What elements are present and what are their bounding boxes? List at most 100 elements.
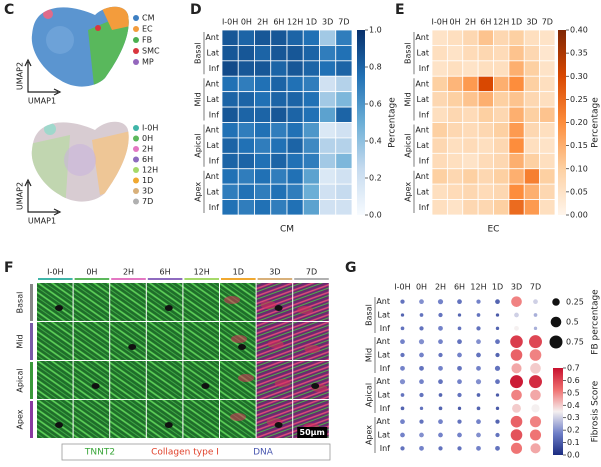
column-label: 0H bbox=[416, 283, 427, 292]
heatmap-cell bbox=[302, 199, 320, 216]
heatmap-cell bbox=[508, 75, 525, 93]
dot bbox=[495, 299, 500, 305]
row-label: Lat bbox=[207, 141, 220, 150]
dot bbox=[495, 313, 500, 317]
column-color-bar bbox=[184, 278, 219, 280]
column-label: 6H bbox=[454, 283, 465, 292]
stain-label: TNNT2 bbox=[84, 448, 115, 458]
row-label: Ant bbox=[205, 79, 219, 88]
heatmap-cell bbox=[508, 137, 525, 154]
micrograph-collagen bbox=[297, 306, 314, 314]
dot bbox=[457, 352, 462, 358]
size-legend-title: FB percentage bbox=[591, 289, 601, 355]
heatmap-cell bbox=[237, 137, 255, 154]
row-label: Inf bbox=[419, 157, 429, 166]
heatmap-cell bbox=[335, 183, 353, 200]
heatmap-cell bbox=[221, 199, 239, 216]
dot bbox=[511, 389, 522, 401]
row-color-bar bbox=[30, 362, 33, 399]
dot bbox=[438, 352, 443, 358]
panel-letter: E bbox=[395, 2, 405, 18]
heatmap-cell bbox=[446, 29, 464, 46]
micrograph bbox=[73, 322, 110, 360]
stain-legend-box bbox=[61, 443, 331, 461]
legend-label: 1D bbox=[142, 176, 153, 185]
dot bbox=[457, 446, 462, 451]
heatmap-cell bbox=[493, 122, 510, 139]
column-label: 1D bbox=[511, 18, 522, 27]
dot bbox=[419, 392, 424, 398]
heatmap-cell bbox=[493, 29, 510, 46]
micrograph-lumen bbox=[91, 383, 100, 389]
row-label: Inf bbox=[419, 64, 429, 73]
dot bbox=[476, 339, 481, 345]
dot bbox=[438, 339, 443, 345]
legend-marker bbox=[133, 48, 139, 54]
column-label: 0H bbox=[450, 18, 461, 27]
legend-label: 6H bbox=[142, 155, 153, 164]
dot bbox=[400, 326, 405, 331]
dot bbox=[457, 326, 462, 331]
dot bbox=[476, 419, 481, 425]
column-label: 0H bbox=[86, 268, 97, 277]
row-label: Inf bbox=[380, 404, 390, 413]
row-label: Ant bbox=[205, 172, 219, 181]
micrograph-lumen bbox=[164, 305, 173, 311]
heatmap-cell bbox=[446, 75, 464, 93]
legend-label: 3D bbox=[142, 187, 153, 196]
colorbar-tick-label: 0.35 bbox=[570, 49, 588, 58]
heatmap-cell bbox=[523, 106, 541, 123]
heatmap-cell bbox=[302, 152, 320, 170]
row-label: Ant bbox=[205, 33, 219, 42]
group-label: Apex bbox=[404, 182, 413, 202]
heatmap-cell bbox=[286, 75, 304, 93]
colorbar-label: Fibrosis Score bbox=[591, 380, 601, 442]
heatmap-cell bbox=[254, 75, 272, 93]
heatmap-cell bbox=[446, 137, 464, 154]
row-label: Ant bbox=[415, 79, 429, 88]
group-label: Basal bbox=[404, 42, 413, 64]
legend-marker bbox=[133, 125, 139, 131]
axis-label: UMAP2 bbox=[16, 182, 25, 210]
legend-label: SMC bbox=[142, 47, 160, 56]
heatmap-cell bbox=[446, 45, 464, 62]
colorbar-tick-label: 0.05 bbox=[570, 187, 588, 196]
micrograph-lumen bbox=[55, 305, 63, 311]
row-label: Inf bbox=[209, 110, 219, 119]
dot bbox=[530, 443, 541, 454]
micrograph bbox=[146, 283, 183, 321]
size-legend-label: 0.25 bbox=[566, 298, 584, 307]
heatmap-cell bbox=[319, 60, 337, 77]
dot bbox=[476, 393, 481, 397]
micrograph bbox=[73, 361, 110, 399]
dot bbox=[476, 445, 481, 451]
column-label: 3D bbox=[511, 283, 522, 292]
micrograph bbox=[37, 283, 73, 321]
legend-marker bbox=[133, 37, 139, 43]
micrograph-lumen bbox=[311, 383, 320, 389]
heatmap-cell bbox=[523, 137, 541, 154]
heatmap-cell bbox=[462, 137, 479, 154]
dot bbox=[476, 313, 481, 317]
row-label: Ant bbox=[376, 297, 390, 306]
column-label: I-0H bbox=[394, 283, 410, 292]
heatmap-cell bbox=[539, 199, 556, 216]
column-label: 12H bbox=[470, 283, 486, 292]
dot bbox=[438, 406, 443, 411]
micrograph-lumen bbox=[274, 422, 283, 428]
dot bbox=[457, 406, 462, 411]
column-label: 3D bbox=[269, 268, 280, 277]
colorbar bbox=[558, 30, 566, 215]
axis-label: UMAP1 bbox=[28, 217, 56, 226]
heatmap-cell bbox=[286, 60, 304, 77]
heatmap-cell bbox=[462, 91, 479, 108]
legend-marker bbox=[133, 146, 139, 152]
colorbar-tick-label: 0.2 bbox=[369, 174, 382, 183]
dot bbox=[419, 445, 424, 451]
size-legend-label: 0.5 bbox=[566, 318, 579, 327]
heatmap-cell bbox=[286, 122, 304, 139]
legend-label: FB bbox=[142, 36, 152, 45]
row-label: Ant bbox=[376, 377, 390, 386]
heatmap-cell bbox=[335, 29, 353, 46]
colorbar-tick-label: 0.20 bbox=[570, 118, 588, 127]
